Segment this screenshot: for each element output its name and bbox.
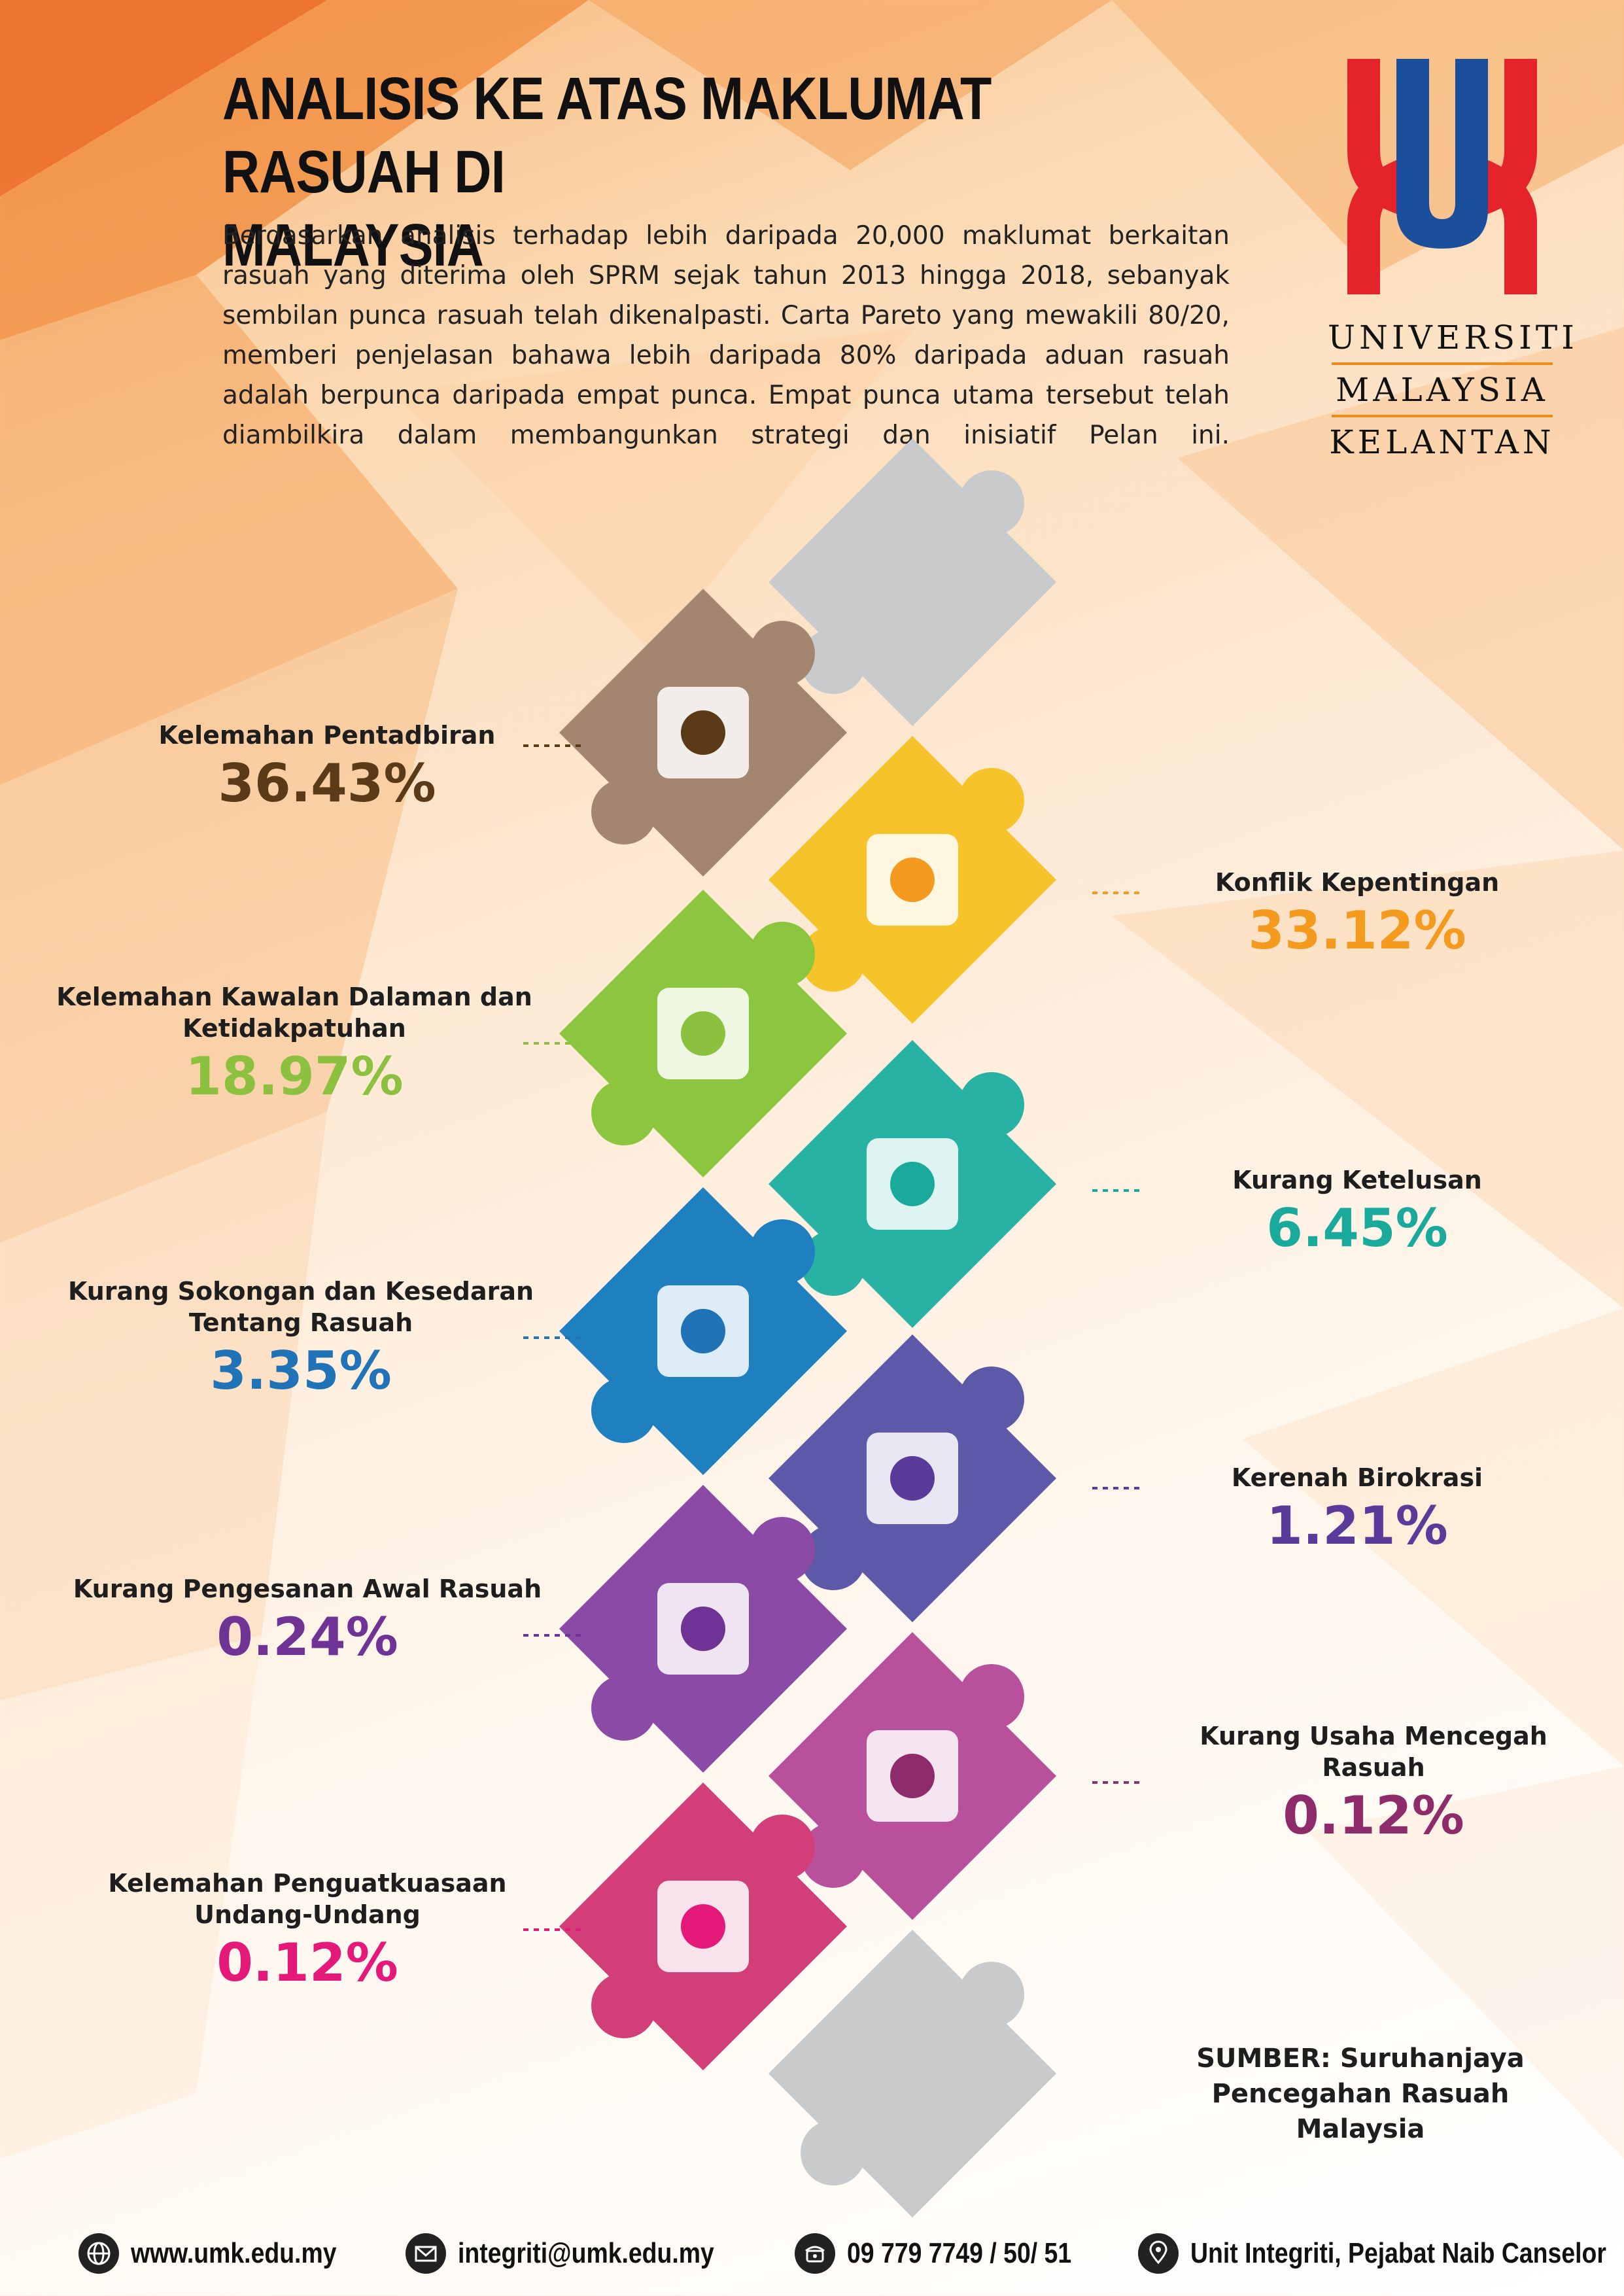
handshake-money-icon [657,1285,749,1377]
cause-percentage: 36.43% [218,753,436,814]
cause-label: Kelemahan Kawalan Dalaman dan Ketidakpat… [56,983,532,1043]
cause-2: Konflik Kepentingan 33.12% [1145,867,1570,964]
footer-office[interactable]: Unit Integriti, Pejabat Naib Canselor [1138,2231,1624,2276]
mail-icon [406,2233,446,2274]
puzzle-piece-grey-top [769,438,1056,726]
cause-percentage: 18.97% [185,1046,404,1107]
clipboard-magnifier-icon [657,1583,749,1675]
cause-5: Kurang Sokongan dan Kesedaran Tentang Ra… [39,1276,562,1404]
cause-label: Kelemahan Penguatkuasaan Undang-Undang [108,1869,507,1929]
footer: www.umk.edu.my integriti@umk.edu.my 09 7… [0,2211,1624,2276]
gavel-scales-icon [657,1881,749,1972]
logo-divider [1332,415,1553,417]
speaker-podium-icon [867,1433,958,1524]
cause-label: Kelemahan Pentadbiran [158,721,496,750]
magnifier-checklist-icon [867,1138,958,1230]
folders-cycle-icon [867,834,958,926]
footer-website[interactable]: www.umk.edu.my [78,2231,373,2276]
cause-percentage: 3.35% [210,1340,392,1401]
cause-label: Kurang Pengesanan Awal Rasuah [73,1574,542,1603]
cause-label: Kerenah Birokrasi [1231,1463,1483,1492]
cause-6: Kerenah Birokrasi 1.21% [1145,1462,1570,1559]
cause-3: Kelemahan Kawalan Dalaman dan Ketidakpat… [26,981,562,1109]
intro-paragraph: Berdasarkan analisis terhadap lebih dari… [222,221,1230,450]
cause-7: Kurang Pengesanan Awal Rasuah 0.24% [65,1573,549,1670]
source-note: SUMBER: Suruhanjaya Pencegahan Rasuah Ma… [1196,2044,1525,2144]
globe-icon [78,2233,119,2274]
cause-9: Kelemahan Penguatkuasaan Undang-Undang 0.… [65,1868,549,1996]
cause-percentage: 0.12% [1283,1785,1464,1846]
phone-icon [795,2233,835,2274]
cause-label: Kurang Usaha Mencegah Rasuah [1200,1722,1547,1782]
document-pen-icon [867,1730,958,1822]
umk-logo [1347,59,1537,294]
cause-percentage: 6.45% [1266,1198,1448,1259]
cause-percentage: 33.12% [1248,900,1466,961]
university-name: UNIVERSITI MALAYSIA KELANTAN [1328,319,1578,461]
page-title: ANALISIS KE ATAS MAKLUMAT RASUAH DI MALA… [222,65,992,279]
cause-percentage: 0.24% [216,1607,398,1667]
location-pin-icon [1138,2233,1179,2274]
cause-4: Kurang Ketelusan 6.45% [1145,1164,1570,1261]
oath-book-icon [657,988,749,1079]
voting-hands-icon [657,687,749,778]
cause-label: Kurang Sokongan dan Kesedaran Tentang Ra… [67,1277,534,1337]
cause-8: Kurang Usaha Mencegah Rasuah 0.12% [1145,1720,1602,1849]
cause-percentage: 1.21% [1266,1495,1448,1556]
footer-email[interactable]: integriti@umk.edu.my [406,2231,759,2276]
cause-percentage: 0.12% [216,1932,398,1993]
puzzle-piece-grey-bottom [769,1930,1056,2218]
logo-divider [1332,362,1553,365]
cause-1: Kelemahan Pentadbiran 36.43% [98,720,556,816]
cause-label: Kurang Ketelusan [1232,1166,1482,1194]
cause-label: Konflik Kepentingan [1215,868,1500,897]
footer-phone[interactable]: 09 779 7749 / 50/ 51 [795,2231,1111,2276]
